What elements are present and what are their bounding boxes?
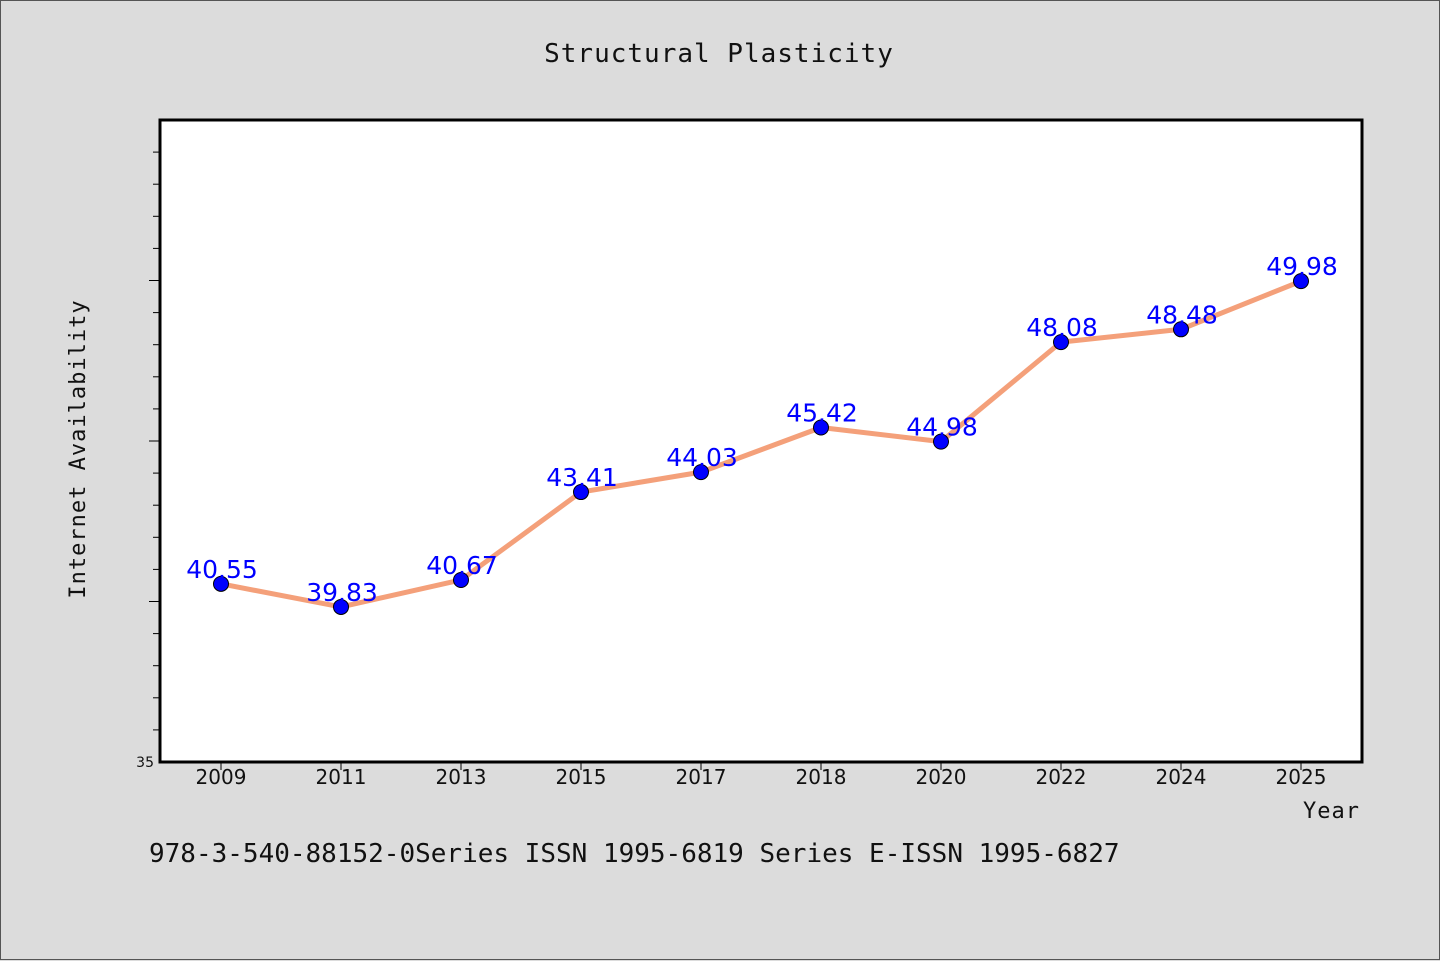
data-label: 44.98 — [906, 413, 978, 442]
x-tick-label: 2017 — [676, 765, 727, 789]
data-labels: 40.55 39.83 40.67 43.41 44.03 45.42 44.98 48.08… — [186, 252, 1338, 607]
x-tick-label: 2011 — [316, 765, 367, 789]
footer-text: 978-3-540-88152-0Series ISSN 1995-6819 S… — [149, 839, 1120, 869]
data-label: 40.67 — [426, 551, 498, 580]
y-tick-label: 35 — [136, 755, 154, 771]
x-tick-label: 2025 — [1276, 765, 1327, 789]
data-label: 40.55 — [186, 555, 258, 584]
data-label: 39.83 — [306, 578, 378, 607]
x-tick-label: 2020 — [916, 765, 967, 789]
x-tick-label: 2018 — [796, 765, 847, 789]
data-label: 43.41 — [546, 463, 618, 492]
data-point — [1053, 334, 1069, 351]
series-line — [220, 278, 1302, 610]
chart-title: Structural Plasticity — [544, 39, 894, 69]
data-point — [1173, 321, 1189, 338]
x-tick-label: 2009 — [196, 765, 247, 789]
data-label: 44.03 — [666, 443, 738, 472]
data-point — [693, 464, 709, 481]
y-axis-label: Internet Availability — [66, 299, 91, 598]
data-point — [933, 433, 949, 450]
x-axis-label: Year — [1303, 799, 1360, 824]
data-label: 48.08 — [1026, 313, 1098, 342]
data-point — [453, 571, 469, 588]
data-point — [813, 419, 829, 436]
data-label: 45.42 — [786, 399, 858, 428]
data-point — [333, 598, 349, 615]
x-tick-label: 2013 — [436, 765, 487, 789]
x-tick-label: 2024 — [1156, 765, 1207, 789]
x-tick-label: 2015 — [556, 765, 607, 789]
data-markers — [213, 273, 1309, 615]
data-label: 49.98 — [1266, 252, 1338, 281]
y-axis-ticks: 35 — [136, 151, 160, 771]
plot-area — [158, 118, 1364, 764]
data-point — [1293, 273, 1309, 290]
data-label: 48.48 — [1146, 300, 1218, 329]
data-point — [213, 575, 229, 592]
data-point — [573, 484, 589, 501]
x-tick-label: 2022 — [1036, 765, 1087, 789]
x-axis-ticks: 2009 2011 2013 2015 2017 2018 2020 2022 2024 2025 — [196, 762, 1327, 789]
